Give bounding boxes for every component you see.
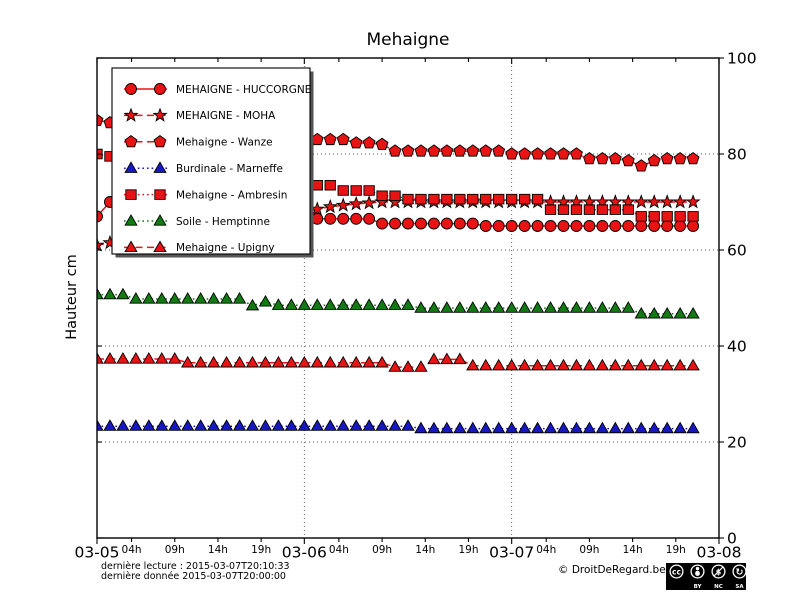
legend-item-mehaigne-ambresin: Mehaigne - Ambresin: [124, 189, 287, 201]
chart-title: Mehaigne: [366, 30, 449, 50]
svg-text:↻: ↻: [736, 567, 744, 578]
x-tick-label-hour: 04h: [122, 544, 142, 556]
legend-item-label: Mehaigne - Wanze: [176, 137, 273, 149]
legend-box: [111, 67, 311, 255]
legend-item-label: Mehaigne - Ambresin: [176, 189, 287, 201]
last-reading-text: dernière lecture : 2015-03-07T20:10:33: [101, 561, 290, 572]
legend-item-label: MEHAIGNE - HUCCORGNE: [176, 84, 311, 96]
x-tick-label-day: 03-06: [282, 544, 327, 562]
y-tick-label: 20: [727, 434, 747, 452]
x-tick-label-day: 03-05: [74, 544, 119, 562]
y-tick-label: 100: [727, 50, 757, 68]
legend-item-mehaigne-upigny: Mehaigne - Upigny: [124, 240, 275, 254]
cc-sa-icon: ↻: [732, 564, 747, 579]
x-tick-label-hour: 19h: [666, 544, 686, 556]
copyright-text: © DroitDeRegard.be: [558, 564, 666, 576]
legend-item-label: Mehaigne - Upigny: [176, 242, 275, 254]
series-mehaigne-upigny: [97, 352, 700, 372]
plot-area: 03-05 03-06 03-07 03-08 04h 09h 14h 19h 04h 09h 14…: [74, 50, 756, 562]
y-axis-label: Hauteur cm: [64, 254, 80, 339]
legend-item-label: MEHAIGNE - MOHA: [176, 110, 276, 122]
cc-icon: cc: [669, 564, 684, 579]
cc-by-label: BY: [694, 584, 703, 590]
svg-text:cc: cc: [672, 567, 681, 576]
x-tick-label-day: 03-07: [489, 544, 534, 562]
series-soile-hemptinne: [97, 287, 700, 319]
cc-license-badge[interactable]: cc $ ↻ BY NC SA: [666, 563, 747, 590]
cc-by-icon: [690, 564, 705, 579]
legend-item-mehaigne-moha: MEHAIGNE - MOHA: [123, 107, 276, 122]
legend-item-mehaigne-wanze: Mehaigne - Wanze: [124, 135, 273, 149]
legend-item-mehaigne-huccorgne: MEHAIGNE - HUCCORGNE: [124, 83, 311, 96]
legend-item-soile-hemptinne: Soile - Hemptinne: [124, 214, 270, 228]
legend-item-burdinale-marneffe: Burdinale - Marneffe: [124, 161, 283, 175]
cc-sa-label: SA: [735, 584, 744, 590]
y-tick-label: 0: [727, 530, 737, 548]
x-tick-label-hour: 09h: [165, 544, 185, 556]
x-tick-label-hour: 04h: [329, 544, 349, 556]
cc-nc-icon: $: [711, 564, 726, 579]
y-tick-label: 80: [727, 146, 747, 164]
x-tick-label-hour: 09h: [372, 544, 392, 556]
legend: MEHAIGNE - HUCCORGNE MEHAIGNE - MOHA Mehai…: [111, 67, 314, 258]
y-tick-label: 60: [727, 242, 747, 260]
x-tick-label-hour: 19h: [251, 544, 271, 556]
x-tick-label-day: 03-08: [696, 544, 741, 562]
last-data-text: dernière donnée 2015-03-07T20:00:00: [101, 571, 286, 582]
cc-nc-label: NC: [714, 584, 723, 590]
x-tick-label-hour: 14h: [415, 544, 435, 556]
legend-item-label: Burdinale - Marneffe: [176, 163, 283, 175]
x-tick-label-hour: 14h: [623, 544, 643, 556]
axes-border: [96, 57, 720, 539]
series-burdinale-marneffe: [97, 419, 700, 434]
x-tick-label-hour: 09h: [579, 544, 599, 556]
x-tick-label-hour: 14h: [208, 544, 228, 556]
y-tick-label: 40: [727, 338, 747, 356]
cc-badge-background: [666, 563, 746, 590]
series-line: [97, 425, 694, 430]
legend-item-label: Soile - Hemptinne: [176, 216, 270, 228]
x-tick-label-hour: 19h: [458, 544, 478, 556]
x-tick-label-hour: 04h: [536, 544, 556, 556]
